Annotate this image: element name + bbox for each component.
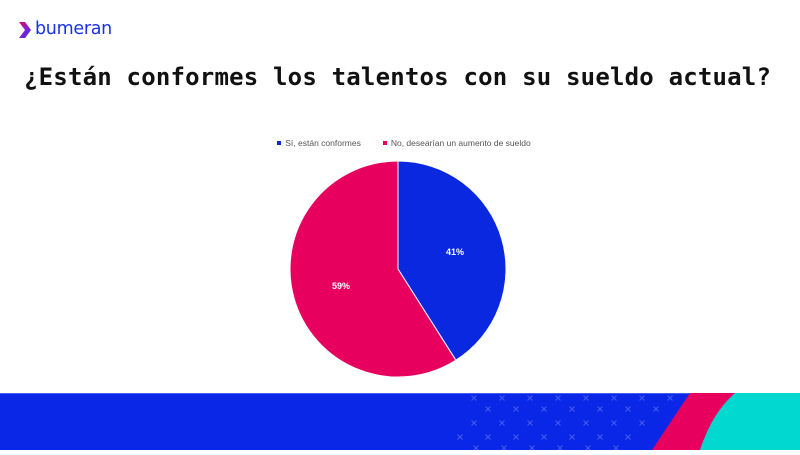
pie-slice-no xyxy=(289,160,457,378)
pie-slice-yes xyxy=(397,160,507,361)
legend-swatch-pink xyxy=(382,141,387,145)
footer-band xyxy=(0,393,800,451)
chart-legend: Sí, están conformes No, desearían un aum… xyxy=(0,138,800,148)
footer-decoration xyxy=(0,393,800,451)
legend-label: No, desearían un aumento de sueldo xyxy=(390,138,531,148)
chevron-right-icon xyxy=(19,22,31,38)
legend-item-no: No, desearían un aumento de sueldo xyxy=(382,138,531,148)
brand-logo: bumeran xyxy=(17,18,112,42)
legend-swatch-blue xyxy=(277,141,282,145)
brand-name: bumeran xyxy=(35,18,112,39)
legend-label: Sí, están conformes xyxy=(285,138,361,148)
legend-item-yes: Sí, están conformes xyxy=(277,138,361,148)
page-title: ¿Están conformes los talentos con su sue… xyxy=(24,63,772,91)
